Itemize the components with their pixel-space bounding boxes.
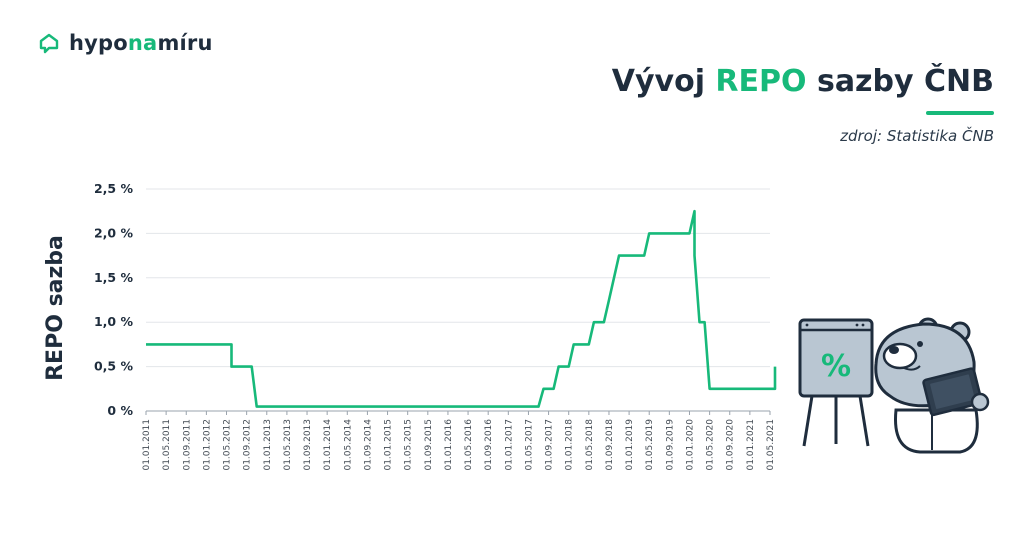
x-tick-label: 01.05.2020 [706,419,716,471]
x-tick-label: 01.01.2013 [263,419,273,471]
x-tick-label: 01.05.2014 [343,419,353,471]
x-axis-ticks: 01.01.2011 01.05.2011 01.09.2011 01.01.2012… [142,411,776,471]
x-tick-label: 01.09.2011 [182,419,192,471]
y-tick-label: 0,5 % [94,359,133,374]
easel-icon [802,395,870,447]
house-chat-icon [39,33,59,54]
mascot-illustration: % [798,317,990,454]
x-tick-label: 01.01.2012 [202,419,212,471]
x-tick-label: 01.05.2018 [585,419,595,471]
x-tick-label: 01.05.2013 [283,419,293,471]
bear-mascot-icon [874,317,990,454]
x-tick-label: 01.09.2018 [605,419,615,471]
percent-symbol: % [821,349,851,384]
x-tick-label: 01.01.2014 [323,419,333,471]
x-tick-label: 01.05.2016 [464,419,474,471]
x-tick-label: 01.05.2019 [645,419,655,471]
brand-logo[interactable]: hyponamíru [38,31,213,55]
presentation-board-icon: % [798,318,874,398]
x-tick-label: 01.09.2020 [726,419,736,471]
x-tick-label: 01.01.2016 [444,419,454,471]
x-tick-label: 01.01.2020 [685,419,695,471]
brand-name: hyponamíru [69,31,213,55]
x-tick-label: 01.05.2017 [524,419,534,471]
x-tick-label: 01.09.2019 [665,419,675,471]
y-tick-label: 1,0 % [94,314,133,329]
series-line [146,209,777,408]
y-tick-label: 0 % [107,403,133,418]
y-tick-label: 2,0 % [94,225,133,240]
x-tick-label: 01.09.2014 [363,419,373,471]
y-axis-ticks: 0 % 0,5 % 1,0 % 1,5 % 2,0 % 2,5 % [94,181,134,418]
x-tick-label: 01.09.2017 [545,419,555,471]
chart-grid [146,188,770,412]
page-title: Vývoj REPO sazby ČNB [611,64,994,99]
x-tick-label: 01.05.2015 [404,419,414,471]
x-tick-label: 01.05.2012 [223,419,233,471]
y-tick-label: 1,5 % [94,270,133,285]
x-tick-label: 01.09.2016 [484,419,494,471]
y-tick-label: 2,5 % [94,181,133,196]
x-tick-label: 01.09.2015 [424,419,434,471]
x-tick-label: 01.01.2017 [504,419,514,471]
x-tick-label: 01.09.2012 [243,419,253,471]
x-tick-label: 01.05.2021 [766,419,776,471]
source-note: zdroj: Statistika ČNB [840,127,994,145]
y-axis-title: REPO sazba [43,235,68,381]
x-tick-label: 01.01.2015 [384,419,394,471]
x-tick-label: 01.09.2013 [303,419,313,471]
x-tick-label: 01.01.2011 [142,419,152,471]
x-tick-label: 01.01.2018 [565,419,575,471]
title-underline [926,111,994,115]
x-tick-label: 01.01.2019 [625,419,635,471]
x-tick-label: 01.01.2021 [746,419,756,471]
x-tick-label: 01.05.2011 [162,419,172,471]
